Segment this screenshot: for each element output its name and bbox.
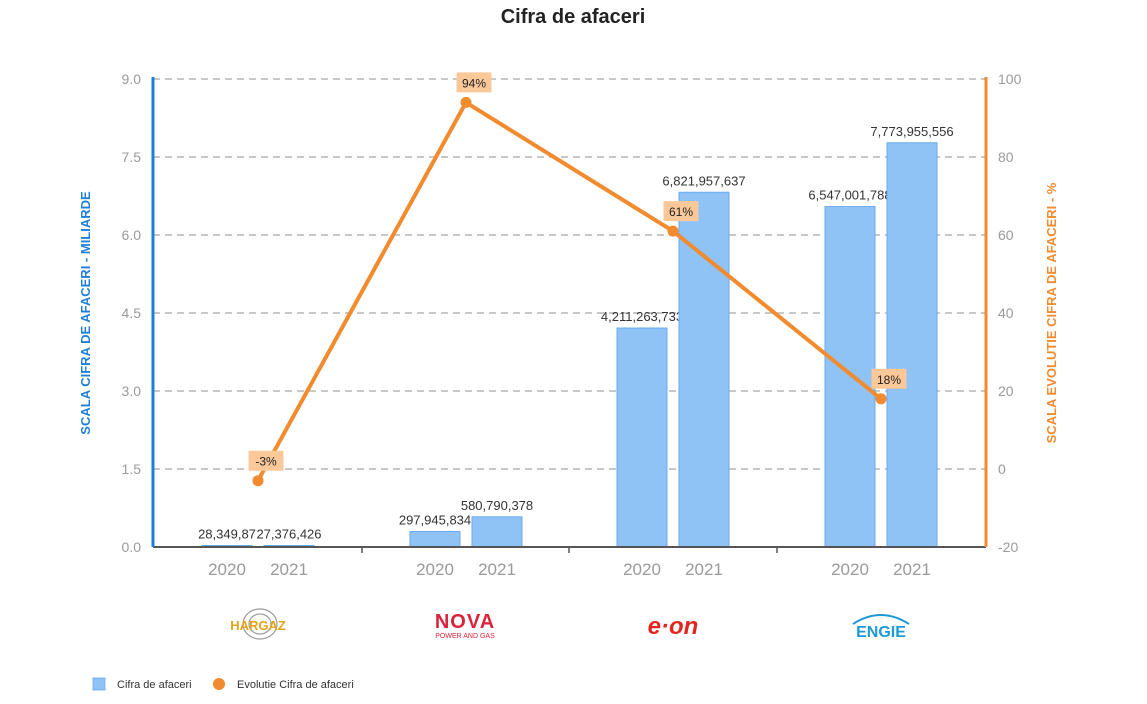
line-point xyxy=(875,393,887,405)
bar xyxy=(678,191,730,548)
y-right-tick-label: 20 xyxy=(998,383,1014,399)
y-right-tick-label: 100 xyxy=(998,71,1022,87)
y-right-tick-label: 40 xyxy=(998,305,1014,321)
bar-value-label: 27,376,426 xyxy=(256,527,321,542)
legend: Cifra de afaceri Evolutie Cifra de afacer… xyxy=(92,677,354,691)
y-right-tick-label: 60 xyxy=(998,227,1014,243)
year-label: 2021 xyxy=(685,560,723,579)
bar xyxy=(886,142,938,548)
line-label-bg xyxy=(871,368,907,389)
hargaz-swirl-icon xyxy=(248,613,272,635)
year-label: 2021 xyxy=(478,560,516,579)
y-right-tick-label: 0 xyxy=(998,461,1006,477)
grid-lines xyxy=(153,78,986,470)
bar-value-label: 6,821,957,637 xyxy=(662,173,745,188)
y-left-tick-label: 7.5 xyxy=(122,149,142,165)
y-axis-right-title: SCALA EVOLUTIE CIFRA DE AFACERI - % xyxy=(1044,182,1059,443)
line-series xyxy=(256,100,883,482)
line-point xyxy=(252,475,264,487)
engie-arc-icon xyxy=(852,614,910,625)
line-label-bg xyxy=(456,72,492,93)
chart-title: Cifra de afaceri xyxy=(501,6,646,28)
axes: 0.0 1.5 3.0 4.5 6.0 7.5 9.0 -20 0 20 40 60 80 100 2020… xyxy=(122,71,1022,579)
hargaz-swirl-icon xyxy=(242,608,278,640)
bar-value-label: 580,790,378 xyxy=(461,498,533,513)
y-left-tick-label: 1.5 xyxy=(122,461,142,477)
bar xyxy=(409,531,461,548)
legend-swatch-line xyxy=(213,678,225,690)
bar-value-label: 4,211,263,733 xyxy=(601,309,683,324)
company-logo-text: e·on xyxy=(648,613,699,640)
company-logo-subtext: POWER AND GAS xyxy=(435,633,495,640)
year-label: 2020 xyxy=(208,560,246,579)
year-label: 2020 xyxy=(831,560,869,579)
y-right-tick-label: -20 xyxy=(998,539,1018,555)
company-logo-text: NOVA xyxy=(435,611,495,633)
line-point xyxy=(460,96,472,108)
y-right-tick-label: 80 xyxy=(998,149,1014,165)
company-logo-text: ENGIE xyxy=(856,624,906,641)
bar-value-label: 28,349,87 xyxy=(198,527,256,542)
y-left-tick-label: 9.0 xyxy=(122,71,142,87)
y-left-tick-label: 0.0 xyxy=(122,539,142,555)
line-value-label: -3% xyxy=(255,455,277,469)
bar xyxy=(616,327,668,548)
line-value-label: 61% xyxy=(669,205,693,219)
line-value-label: 18% xyxy=(877,373,901,387)
bar xyxy=(824,206,876,548)
legend-swatch-bar xyxy=(92,677,106,691)
y-axis-left-title: SCALA CIFRA DE AFACERI - MILIARDE xyxy=(78,191,93,435)
line-label-bg xyxy=(663,201,699,222)
bar-value-label: 6,547,001,788 xyxy=(808,188,891,203)
y-left-tick-label: 6.0 xyxy=(122,227,142,243)
year-label: 2020 xyxy=(416,560,454,579)
y-left-tick-label: 4.5 xyxy=(122,305,142,321)
line-point xyxy=(667,225,679,237)
evolution-line: -3% 94% 61% 18% xyxy=(248,72,907,487)
line-value-label: 94% xyxy=(462,76,486,90)
legend-label: Cifra de afaceri xyxy=(117,679,192,691)
bar-value-label: 7,773,955,556 xyxy=(870,124,953,139)
bar-value-label: 297,945,834 xyxy=(399,513,471,528)
bar xyxy=(471,516,523,548)
y-left-tick-label: 3.0 xyxy=(122,383,142,399)
year-label: 2021 xyxy=(270,560,308,579)
bars: 28,349,87 27,376,426 297,945,834580,790,37… xyxy=(198,124,954,548)
legend-label: Evolutie Cifra de afaceri xyxy=(237,679,354,691)
line-label-bg xyxy=(248,450,284,471)
year-label: 2020 xyxy=(623,560,661,579)
year-label: 2021 xyxy=(893,560,931,579)
company-logo-text: HARGAZ xyxy=(230,618,286,633)
